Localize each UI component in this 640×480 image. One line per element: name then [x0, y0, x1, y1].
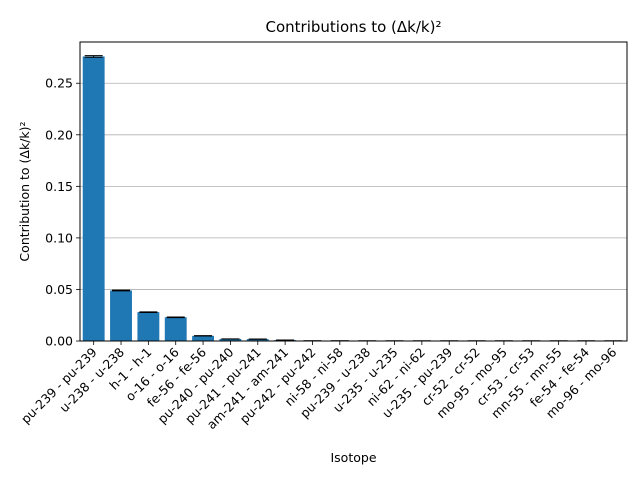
bar — [82, 56, 105, 342]
bars — [82, 56, 625, 342]
y-tick-label: 0.05 — [45, 282, 73, 297]
x-axis-label: Isotope — [330, 450, 376, 465]
y-tick-label: 0.20 — [45, 127, 73, 142]
bar — [137, 312, 160, 341]
bar — [219, 338, 242, 341]
chart-title: Contributions to (Δk/k)² — [266, 18, 442, 36]
y-tick-label: 0.25 — [45, 76, 73, 91]
bar — [110, 290, 132, 341]
y-axis-label: Contribution to (Δk/k)² — [17, 121, 32, 261]
bar — [192, 335, 215, 341]
y-gridlines — [80, 82, 627, 290]
y-tick-label: 0.00 — [45, 334, 73, 349]
y-tick-label: 0.15 — [45, 179, 73, 194]
y-tick-label: 0.10 — [45, 230, 73, 245]
axes-frame — [79, 41, 628, 342]
y-ticks: 0.00 0.05 0.10 0.15 0.20 0.25 — [45, 76, 80, 349]
bar — [246, 339, 269, 341]
bar — [164, 317, 187, 341]
